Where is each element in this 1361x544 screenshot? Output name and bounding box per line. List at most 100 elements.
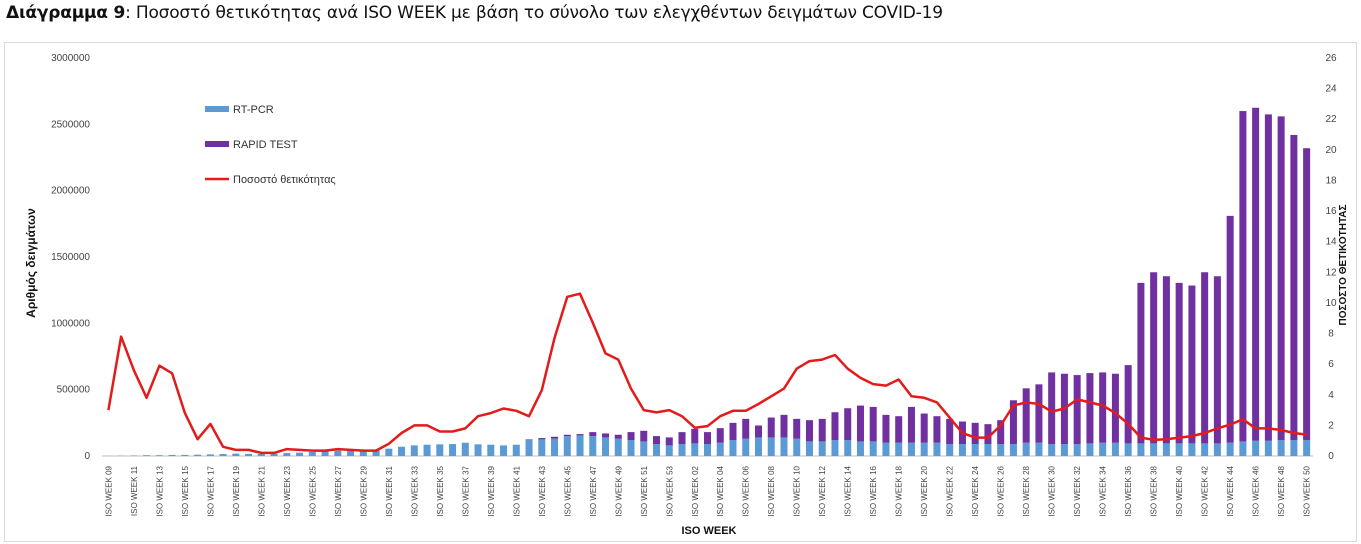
bar-rt-pcr [1048,444,1056,456]
x-tick-label: ISO WEEK 41 [512,465,521,516]
bar-rt-pcr [920,442,928,456]
x-tick-label: ISO WEEK 18 [895,465,904,516]
bar-rt-pcr [194,454,202,456]
y2-tick-label: 26 [1325,53,1337,64]
legend-label: Ποσοστό θετικότητας [233,174,336,186]
legend-label: RAPID TEST [233,139,298,151]
x-tick-label: ISO WEEK 31 [385,465,394,516]
bar-rt-pcr [742,438,750,456]
y2-tick-label: 24 [1325,84,1337,95]
x-tick-label: ISO WEEK 49 [614,465,623,516]
bar-rapid-test [1137,282,1145,444]
y-tick-label: 2000000 [51,186,90,197]
bar-rt-pcr [1264,440,1272,456]
x-tick-label: ISO WEEK 44 [1226,465,1235,516]
bar-rapid-test [1239,111,1247,442]
y2-tick-label: 16 [1325,206,1337,217]
bar-rt-pcr [844,440,852,456]
bar-rapid-test [729,422,737,441]
x-tick-label: ISO WEEK 23 [283,465,292,516]
bar-rt-pcr [1201,443,1209,456]
bar-rapid-test [1009,400,1017,445]
bar-rt-pcr [1188,443,1196,456]
bar-rapid-test [1111,373,1119,443]
bar-rapid-test [563,434,571,437]
bar-rapid-test [1290,134,1298,441]
x-tick-label: ISO WEEK 42 [1201,465,1210,516]
bar-rt-pcr [933,442,941,456]
bar-rapid-test [767,417,775,438]
bar-rt-pcr [1099,442,1107,456]
bar-rt-pcr [1175,443,1183,456]
bar-rt-pcr [1226,442,1234,456]
bar-rapid-test [589,432,597,437]
bar-rt-pcr [729,440,737,456]
x-tick-label: ISO WEEK 30 [1048,465,1057,516]
x-tick-label: ISO WEEK 04 [716,465,725,516]
bar-rt-pcr [576,435,584,456]
bar-rt-pcr [653,444,661,456]
bar-rt-pcr [563,436,571,456]
bar-rt-pcr [1137,443,1145,456]
bar-rt-pcr [1111,442,1119,456]
bar-rt-pcr [767,437,775,456]
x-tick-label: ISO WEEK 39 [487,465,496,516]
positivity-line [107,292,1307,455]
bar-rapid-test [1188,285,1196,444]
x-tick-label: ISO WEEK 35 [436,465,445,516]
bar-rapid-test [933,416,941,443]
y-tick-label: 3000000 [51,53,90,64]
bar-rt-pcr [1060,444,1068,456]
bar-rapid-test [691,428,699,444]
y2-tick-label: 2 [1328,420,1334,431]
bar-rt-pcr [602,437,610,456]
x-tick-label: ISO WEEK 08 [767,465,776,516]
bar-rapid-test [1086,373,1094,444]
title-text: : Ποσοστό θετικότητας ανά ISO WEEK με βά… [125,3,943,23]
bar-rt-pcr [627,440,635,456]
x-tick-label: ISO WEEK 25 [308,465,317,516]
bar-rt-pcr [296,452,304,456]
bar-rapid-test [793,418,801,439]
y2-tick-label: 4 [1328,390,1334,401]
bar-rt-pcr [1009,444,1017,456]
x-tick-label: ISO WEEK 12 [818,465,827,516]
bar-rt-pcr [410,445,418,456]
bar-rt-pcr [703,444,712,456]
bar-rt-pcr [716,442,724,456]
x-tick-label: ISO WEEK 10 [793,465,802,516]
x-tick-label: ISO WEEK 27 [334,465,343,516]
bar-rt-pcr [754,437,762,456]
bar-rt-pcr [997,444,1005,456]
bar-rapid-test [780,414,788,438]
y-tick-label: 500000 [57,385,91,396]
bar-rapid-test [602,433,610,438]
bar-rapid-test [1022,388,1030,443]
y2-tick-label: 10 [1325,298,1337,309]
bar-rapid-test [895,416,903,443]
x-tick-label: ISO WEEK 21 [257,465,266,516]
bar-rt-pcr [219,454,227,456]
bar-rt-pcr [500,445,508,456]
x-tick-label: ISO WEEK 34 [1099,465,1108,516]
bar-rapid-test [856,405,864,442]
y-tick-label: 2500000 [51,119,90,130]
x-tick-label: ISO WEEK 26 [997,465,1006,516]
bar-rt-pcr [1213,443,1221,456]
x-tick-label: ISO WEEK 36 [1124,465,1133,516]
bar-rt-pcr [691,443,699,456]
x-tick-label: ISO WEEK 06 [742,465,751,516]
bar-rt-pcr [487,444,495,456]
bar-rapid-test [742,418,750,439]
x-tick-label: ISO WEEK 24 [971,465,980,516]
x-tick-label: ISO WEEK 22 [946,465,955,516]
y-tick-label: 1000000 [51,318,90,329]
bar-rt-pcr [359,450,367,456]
bar-rapid-test [1124,365,1132,444]
bar-rt-pcr [665,445,673,456]
y2-tick-label: 18 [1325,175,1337,186]
x-tick-label: ISO WEEK 45 [563,465,572,516]
bar-rt-pcr [856,441,864,456]
bar-rapid-test [844,408,852,441]
bar-rapid-test [1048,372,1056,445]
